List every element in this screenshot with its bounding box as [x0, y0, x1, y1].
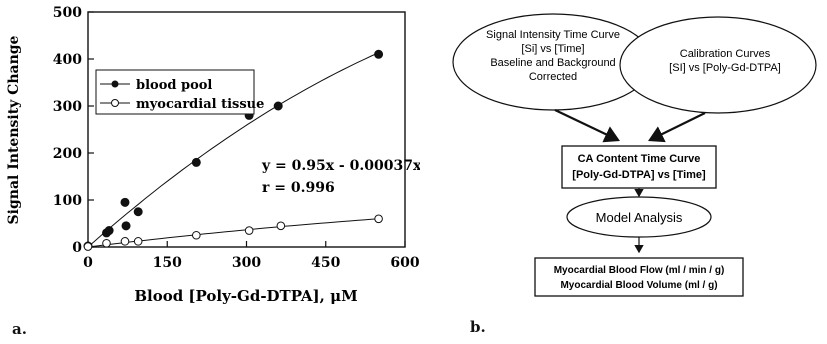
fit-line-blood-pool: [87, 52, 379, 248]
fit-r-value: r = 0.996: [262, 180, 335, 196]
panel-label-a: a.: [12, 320, 27, 338]
data-point-blood-pool: [121, 221, 131, 231]
y-tick-label: 100: [53, 193, 82, 209]
data-point-blood-pool: [120, 197, 130, 207]
data-point-blood-pool: [133, 207, 143, 217]
blood-flow-output-box: [534, 257, 744, 297]
calibration-ellipse: [619, 16, 817, 114]
data-point-blood-pool: [374, 49, 384, 59]
data-point-myocardial-tissue: [83, 242, 93, 251]
y-axis-label: Signal Intensity Change: [6, 35, 22, 224]
model-analysis-label: Model Analysis: [596, 210, 683, 225]
data-point-blood-pool: [273, 101, 283, 111]
data-point-myocardial-tissue: [102, 238, 111, 248]
calibration-line-1: Calibration Curves: [680, 48, 771, 60]
legend-label-myocardial-tissue: myocardial tissue: [136, 97, 264, 112]
y-tick-label: 500: [53, 5, 82, 21]
data-point-blood-pool: [104, 226, 114, 236]
blood-flow-line-2: Myocardial Blood Volume (ml / g): [560, 280, 717, 291]
signal-intensity-line-1: Signal Intensity Time Curve: [486, 29, 620, 41]
panel-label-b: b.: [470, 318, 486, 336]
fit-line-myocardial-tissue: [87, 218, 379, 248]
signal-intensity-line-4: Corrected: [529, 71, 577, 83]
data-point-myocardial-tissue: [374, 214, 383, 224]
data-point-myocardial-tissue: [276, 221, 286, 231]
y-tick-label: 0: [72, 240, 82, 256]
x-tick-label: 150: [153, 255, 182, 271]
ca-content-line-2: [Poly-Gd-DTPA] vs [Time]: [572, 169, 706, 181]
ca-content-line-1: CA Content Time Curve: [578, 153, 701, 165]
y-tick-label: 300: [53, 99, 82, 115]
signal-intensity-chart: 0 150 300 450 600 0 100 200 300 400 500 blood pool…: [6, 5, 420, 305]
x-axis-label: Blood [Poly-Gd-DTPA], μM: [134, 287, 357, 305]
legend-marker-blood-pool: [111, 80, 119, 88]
blood-flow-line-1: Myocardial Blood Flow (ml / min / g): [554, 265, 725, 276]
x-tick-label: 0: [83, 255, 93, 271]
x-tick-label: 600: [390, 255, 419, 271]
axis-ticks: 0 150 300 450 600 0 100 200 300 400 500: [53, 5, 420, 271]
x-tick-label: 450: [311, 255, 340, 271]
arrow-left-to-content: [554, 109, 620, 143]
data-points: [83, 49, 384, 251]
data-point-myocardial-tissue: [120, 237, 130, 246]
legend-box: [95, 69, 255, 115]
signal-intensity-line-3: Baseline and Background: [490, 57, 615, 69]
analysis-flow-diagram: Signal Intensity Time Curve [Si] vs [Tim…: [452, 13, 817, 297]
data-point-myocardial-tissue: [192, 230, 201, 240]
data-point-blood-pool: [191, 157, 201, 167]
y-tick-label: 400: [53, 52, 82, 68]
y-tick-label: 200: [53, 146, 82, 162]
data-point-myocardial-tissue: [133, 237, 143, 246]
legend-label-blood-pool: blood pool: [136, 78, 212, 93]
legend-marker-myocardial-tissue: [111, 99, 119, 107]
legend: blood pool myocardial tissue: [95, 69, 264, 115]
signal-intensity-line-2: [Si] vs [Time]: [521, 43, 584, 55]
arrow-right-to-content: [648, 112, 706, 143]
fit-equation: y = 0.95x - 0.00037x²: [261, 158, 420, 174]
x-tick-label: 300: [232, 255, 261, 271]
calibration-line-2: [SI] vs [Poly-Gd-DTPA]: [669, 62, 781, 74]
data-point-myocardial-tissue: [244, 226, 254, 235]
